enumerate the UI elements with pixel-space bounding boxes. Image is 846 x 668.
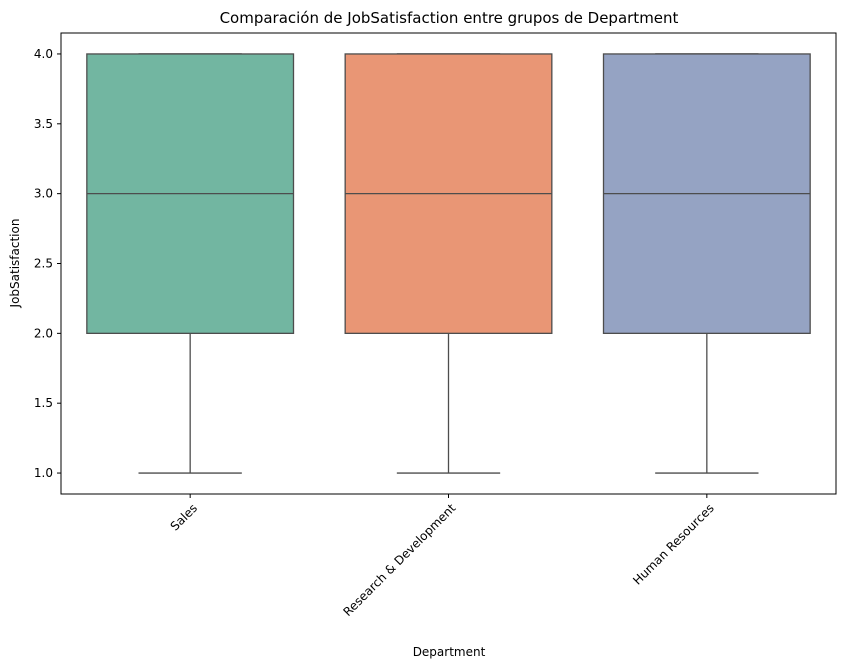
- x-tick-label: Sales: [168, 501, 200, 533]
- x-tick-label: Research & Development: [340, 501, 458, 619]
- x-tick-label: Human Resources: [630, 501, 717, 588]
- y-tick-label: 1.0: [34, 466, 53, 480]
- y-axis-title: JobSatisfaction: [8, 219, 22, 309]
- y-tick-label: 4.0: [34, 47, 53, 61]
- y-tick-label: 3.5: [34, 117, 53, 131]
- y-tick-label: 2.5: [34, 257, 53, 271]
- y-tick-label: 2.0: [34, 326, 53, 340]
- y-tick-label: 3.0: [34, 187, 53, 201]
- chart-title: Comparación de JobSatisfaction entre gru…: [220, 9, 679, 27]
- y-tick-label: 1.5: [34, 396, 53, 410]
- plot-area: 1.0 1.5 2.0 2.5 3.0 3.5 4.0 Sales Research & Dev…: [34, 32, 837, 619]
- x-axis-title: Department: [413, 645, 486, 659]
